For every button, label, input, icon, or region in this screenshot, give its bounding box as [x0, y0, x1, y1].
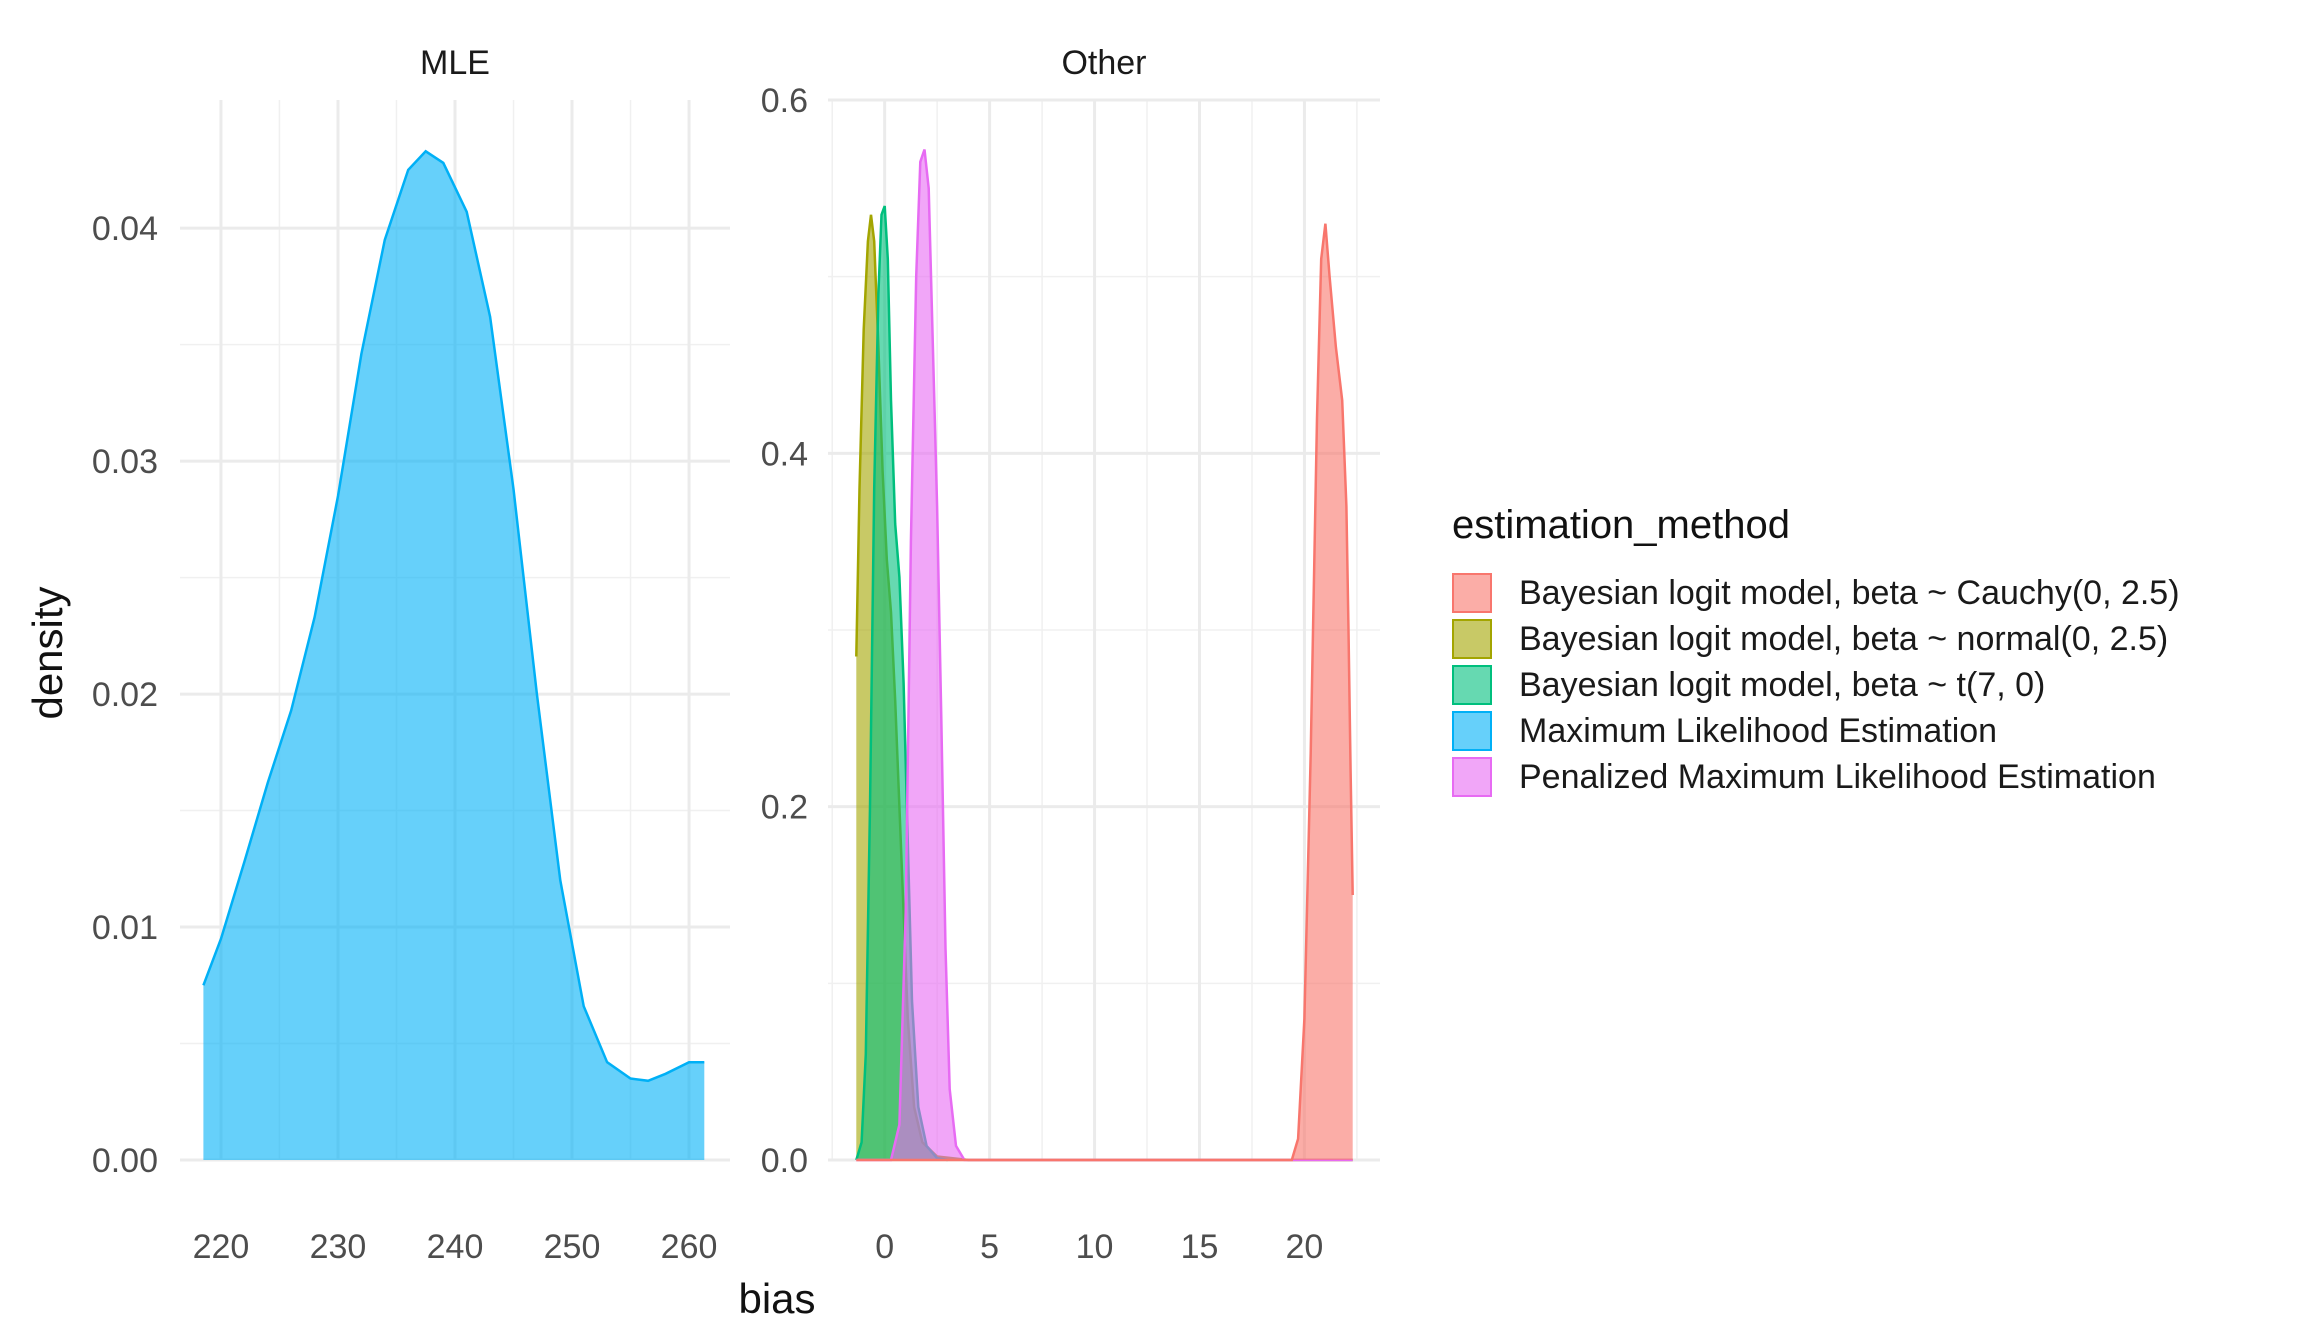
legend-key — [1452, 711, 1492, 751]
legend-label: Bayesian logit model, beta ~ normal(0, 2… — [1519, 619, 2169, 658]
facet-strip-label: Other — [1061, 44, 1146, 82]
y-tick-label: 0.0 — [761, 1142, 808, 1180]
x-tick-label: 0 — [875, 1228, 894, 1266]
density-area — [203, 151, 705, 1161]
y-tick-label: 0.6 — [761, 82, 808, 120]
legend-label: Maximum Likelihood Estimation — [1519, 711, 1998, 750]
legend-item: Maximum Likelihood Estimation — [1452, 708, 2292, 754]
x-tick-label: 220 — [193, 1228, 250, 1266]
y-tick-label: 0.04 — [92, 210, 158, 248]
density-area — [856, 206, 948, 1160]
legend-label: Bayesian logit model, beta ~ t(7, 0) — [1519, 665, 2046, 704]
legend-label: Bayesian logit model, beta ~ Cauchy(0, 2… — [1519, 573, 2180, 612]
x-tick-label: 240 — [427, 1228, 484, 1266]
legend-item: Bayesian logit model, beta ~ t(7, 0) — [1452, 662, 2292, 708]
legend-key — [1452, 665, 1492, 705]
x-tick-label: 5 — [980, 1228, 999, 1266]
legend-key — [1452, 619, 1492, 659]
legend-item: Bayesian logit model, beta ~ Cauchy(0, 2… — [1452, 570, 2292, 616]
x-tick-label: 230 — [310, 1228, 367, 1266]
x-tick-label: 15 — [1181, 1228, 1219, 1266]
legend-key — [1452, 573, 1492, 613]
legend-item: Bayesian logit model, beta ~ normal(0, 2… — [1452, 616, 2292, 662]
x-tick-label: 10 — [1076, 1228, 1114, 1266]
legend-items: Bayesian logit model, beta ~ Cauchy(0, 2… — [1452, 570, 2292, 800]
density-line — [856, 223, 1354, 1162]
legend-label: Penalized Maximum Likelihood Estimation — [1519, 757, 2156, 796]
legend-title: estimation_method — [1452, 503, 1790, 547]
x-tick-label: 260 — [661, 1228, 718, 1266]
x-axis-label: bias — [738, 1275, 815, 1322]
y-tick-label: 0.03 — [92, 443, 158, 481]
density-line — [202, 149, 705, 1083]
y-axis-label: density — [24, 586, 71, 719]
facet-strip-label: MLE — [420, 44, 490, 82]
panel-other: Other 0 5 10 15 20 0.0 0.2 0.4 0.6 — [761, 44, 1380, 1266]
legend: estimation_method Bayesian logit model, … — [1452, 502, 2292, 800]
y-tick-label: 0.4 — [761, 435, 808, 473]
x-tick-label: 250 — [544, 1228, 601, 1266]
density-area — [856, 149, 1353, 1160]
panel-mle: MLE 220 230 240 250 260 0.00 0.01 0.02 0.03 0.04 — [92, 44, 730, 1266]
y-tick-label: 0.00 — [92, 1142, 158, 1180]
y-tick-label: 0.2 — [761, 789, 808, 827]
y-tick-label: 0.01 — [92, 909, 158, 947]
density-line — [856, 149, 1353, 1162]
legend-key — [1452, 757, 1492, 797]
legend-item: Penalized Maximum Likelihood Estimation — [1452, 754, 2292, 800]
x-tick-label: 20 — [1286, 1228, 1324, 1266]
y-tick-label: 0.02 — [92, 676, 158, 714]
